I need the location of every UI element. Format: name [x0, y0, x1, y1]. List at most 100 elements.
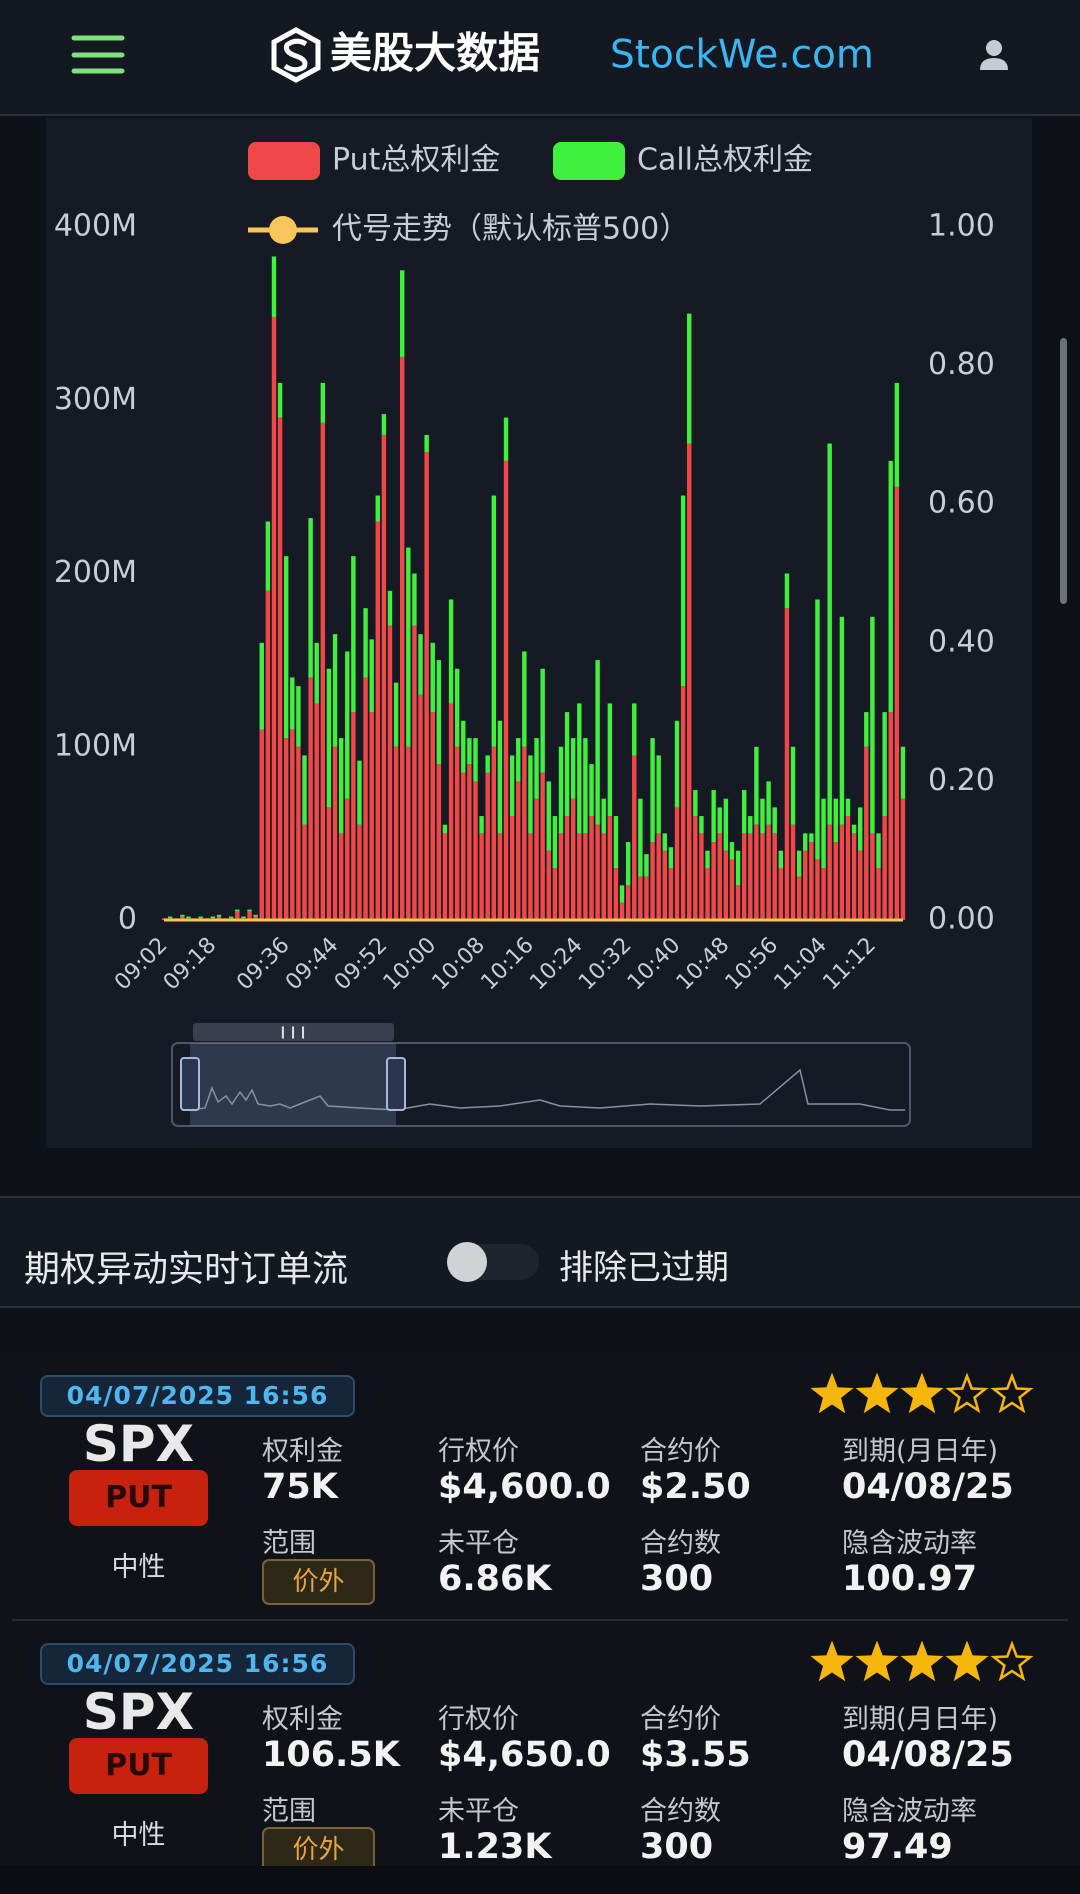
- put-bar: [516, 781, 521, 920]
- logo-icon: [271, 27, 321, 83]
- y2-tick-label: 0.20: [928, 763, 995, 798]
- field-value: 04/08/25: [842, 1735, 1014, 1775]
- call-bar: [277, 382, 283, 418]
- call-bar: [638, 798, 643, 877]
- put-bar: [180, 916, 185, 920]
- call-bar: [601, 798, 606, 834]
- put-bar: [314, 703, 319, 920]
- call-bar: [894, 382, 900, 487]
- field-value: $2.50: [640, 1467, 751, 1507]
- star-empty: [990, 1373, 1034, 1414]
- call-bar: [283, 556, 289, 739]
- put-bar: [271, 317, 277, 921]
- call-bar: [766, 781, 771, 825]
- user-head: [986, 40, 1002, 56]
- put-bar: [900, 798, 906, 920]
- call-bar: [607, 703, 613, 817]
- put-bar: [619, 902, 625, 920]
- put-bar: [442, 833, 448, 920]
- put-bar: [400, 356, 405, 920]
- call-bar: [241, 916, 246, 919]
- order-card: 04/07/2025 16:56 SPX PUT 中性 权利金 106.5K 行权价 $4,6…: [0, 1619, 1080, 1889]
- put-bar: [528, 833, 533, 920]
- side-badge: PUT: [69, 1738, 208, 1794]
- call-bar: [796, 850, 802, 877]
- field-label: 合约数: [640, 1528, 721, 1559]
- put-bar: [351, 712, 356, 920]
- put-bar: [546, 850, 551, 920]
- call-bar: [705, 850, 710, 869]
- field-label: 到期(月日年): [842, 1436, 999, 1467]
- call-bar: [400, 270, 405, 357]
- put-bar: [345, 798, 350, 920]
- call-bar: [674, 720, 680, 808]
- field-label: 行权价: [438, 1704, 519, 1735]
- put-bar: [699, 833, 704, 920]
- put-bar: [864, 746, 869, 920]
- put-bar: [650, 842, 655, 920]
- put-bar: [674, 807, 680, 920]
- call-bar: [528, 755, 533, 834]
- zoom-grip: ❙❙❙: [278, 1025, 308, 1039]
- field-value: $4,600.0: [438, 1467, 611, 1507]
- call-bar: [540, 668, 545, 773]
- star-filled: [810, 1641, 854, 1682]
- put-bar: [894, 486, 900, 920]
- menu-button[interactable]: [71, 35, 125, 74]
- rating: [810, 1373, 1034, 1414]
- call-bar: [680, 495, 686, 687]
- call-bar: [509, 755, 515, 817]
- put-bar: [369, 712, 374, 920]
- zoom-handle: [180, 1057, 200, 1111]
- put-bar: [277, 417, 283, 920]
- x-tick-label: 10:48: [672, 933, 735, 996]
- put-bar: [436, 764, 442, 920]
- put-bar: [729, 859, 735, 920]
- put-bar: [338, 833, 344, 920]
- toggle-label: 排除已过期: [559, 1248, 729, 1288]
- call-bar: [748, 816, 753, 834]
- y2-tick-label: 0.00: [928, 902, 995, 937]
- call-bar: [406, 547, 411, 747]
- call-bar: [632, 703, 637, 756]
- put-bar: [705, 868, 710, 920]
- call-bar: [699, 816, 704, 834]
- call-bar: [784, 573, 790, 609]
- call-bar: [625, 842, 631, 886]
- put-bar: [778, 868, 784, 920]
- call-bar: [619, 885, 625, 903]
- call-bar: [851, 824, 857, 834]
- put-bar: [308, 677, 313, 920]
- call-bar: [216, 914, 222, 917]
- star-filled: [900, 1373, 944, 1414]
- put-bar: [235, 911, 240, 920]
- call-bar: [314, 642, 319, 704]
- call-bar: [687, 313, 692, 444]
- call-bar: [357, 760, 362, 825]
- put-bar: [326, 807, 332, 920]
- x-tick-label: 09:36: [232, 933, 295, 996]
- y2-tick-label: 0.60: [928, 486, 995, 521]
- put-bar: [522, 746, 527, 920]
- put-bar: [656, 833, 661, 920]
- put-bar: [259, 729, 264, 920]
- call-bar: [717, 807, 722, 834]
- field-value: $3.55: [640, 1735, 751, 1775]
- star-filled: [855, 1373, 899, 1414]
- call-bar: [167, 916, 173, 919]
- toggle-knob: [447, 1242, 487, 1282]
- zoom-handle: [386, 1057, 406, 1111]
- call-bar: [772, 807, 777, 834]
- toggle[interactable]: [447, 1242, 539, 1282]
- call-bar: [760, 798, 765, 834]
- put-bar: [821, 868, 826, 920]
- call-bar: [235, 909, 240, 912]
- put-bar: [418, 694, 423, 920]
- call-bar: [430, 642, 435, 713]
- user-button[interactable]: [980, 40, 1008, 70]
- header: [0, 0, 1080, 116]
- x-tick-label: 09:02: [110, 933, 173, 996]
- call-bar: [882, 712, 887, 817]
